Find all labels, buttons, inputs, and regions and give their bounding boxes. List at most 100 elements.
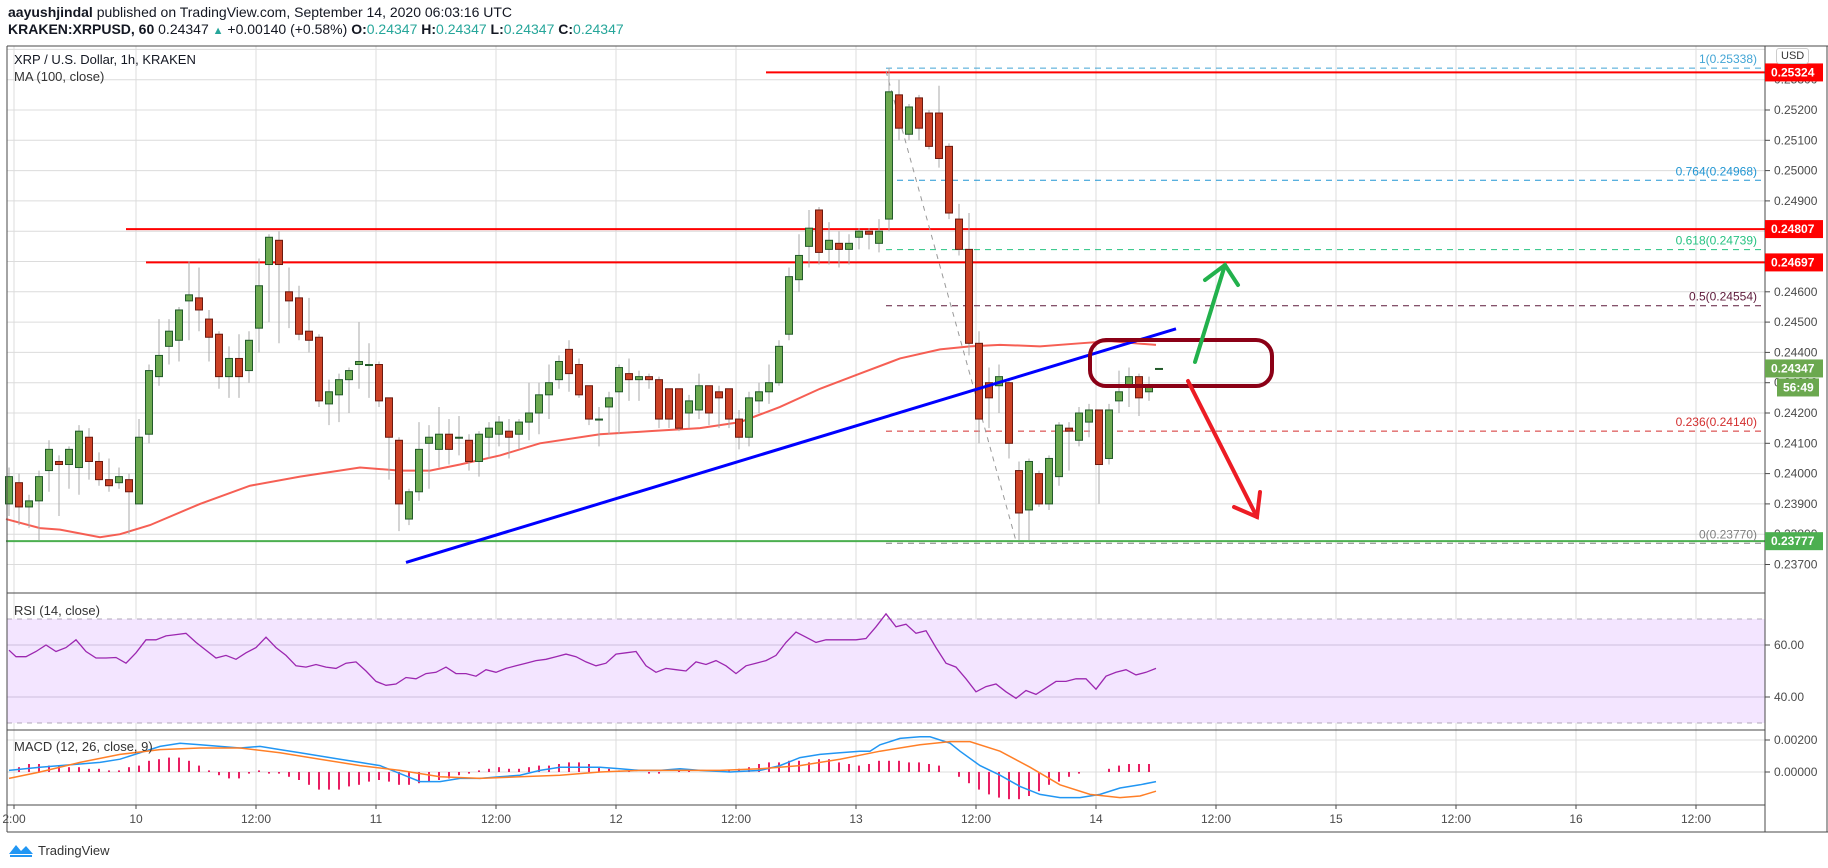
candle-body: [275, 239, 283, 266]
candle-body: [555, 360, 563, 381]
candle-body: [965, 248, 973, 344]
fib-level-label: 0(0.23770): [1699, 527, 1757, 541]
pane-borders: [6, 45, 1828, 833]
candle-body: [235, 357, 243, 378]
price-label-bg[interactable]: [1765, 532, 1823, 551]
rsi-legend[interactable]: RSI (14, close): [14, 603, 100, 618]
candle-body: [35, 476, 43, 502]
candle-body: [865, 230, 873, 235]
candle-body: [525, 412, 533, 423]
candle-body: [435, 433, 443, 450]
fib-trend-line[interactable]: [885, 70, 1017, 542]
candle-body: [305, 330, 313, 341]
candle-body: [55, 460, 63, 466]
fibonacci-retracement[interactable]: 1(0.25338) 0.764(0.24968) 0.618(0.24739) 0.…: [885, 52, 1765, 544]
candle-body: [1065, 427, 1073, 432]
candle-body: [365, 364, 373, 367]
candle-body: [515, 421, 523, 435]
candle-body: [875, 230, 883, 244]
candle-body: [785, 276, 793, 335]
red-arrow-head[interactable]: [1232, 490, 1262, 520]
green-arrow-head[interactable]: [1203, 262, 1240, 287]
time-tick-label: 16: [1569, 812, 1583, 826]
candle-body: [135, 436, 143, 505]
candle-body: [675, 388, 683, 429]
candle-body: [255, 285, 263, 329]
low-label: L:: [490, 21, 504, 37]
price-label-bg[interactable]: [1765, 359, 1823, 378]
candle-body: [95, 460, 103, 481]
price-label-bg[interactable]: [1765, 220, 1823, 239]
trendline[interactable]: [405, 327, 1177, 564]
candle-body: [1155, 367, 1163, 370]
close-value: 0.24347: [573, 21, 624, 37]
candle-body: [745, 397, 753, 438]
candle-body: [715, 391, 723, 399]
candle-body: [75, 430, 83, 469]
rsi-band: [7, 618, 1765, 724]
brand-name: TradingView: [38, 842, 110, 858]
candle-body: [405, 491, 413, 520]
candle-body: [465, 439, 473, 462]
price-tick-label: 0.25100: [1774, 133, 1818, 147]
candle-body: [705, 385, 713, 414]
time-tick-label: 12:00: [1201, 812, 1231, 826]
price-axis[interactable]: 0.253000.252000.251000.250000.249000.248…: [1765, 63, 1823, 779]
candle-body: [835, 242, 843, 250]
price-label-bg[interactable]: [1765, 63, 1823, 82]
candle-body: [475, 433, 483, 462]
macd-legend[interactable]: MACD (12, 26, close, 9): [14, 739, 153, 754]
time-tick-label: 12:00: [721, 812, 751, 826]
candle-body: [855, 230, 863, 238]
candle-body: [1095, 409, 1103, 466]
highlight-box[interactable]: [1088, 338, 1274, 388]
candle-body: [5, 476, 13, 505]
candle-body: [895, 94, 903, 129]
candle-body: [955, 218, 963, 250]
annotations[interactable]: [1088, 262, 1274, 520]
rsi-tick-label: 40.00: [1774, 690, 1804, 704]
red-arrow-down[interactable]: [1186, 379, 1259, 519]
blue-trendline[interactable]: [405, 327, 1177, 564]
candle-body: [695, 385, 703, 411]
candle-body: [635, 376, 643, 381]
signal-path: [8, 740, 1157, 799]
candle-body: [395, 439, 403, 505]
ma-legend[interactable]: MA (100, close): [14, 69, 105, 84]
candle-body: [195, 297, 203, 311]
publish-text: published on TradingView.com, September …: [92, 4, 513, 20]
candle-body: [65, 448, 73, 466]
candle-body: [1055, 424, 1063, 478]
ma100-line: [5, 340, 1157, 539]
author-name[interactable]: aayushjindal: [8, 4, 93, 20]
time-tick-label: 12:00: [1681, 812, 1711, 826]
open-value: 0.24347: [366, 21, 418, 37]
green-arrow-up[interactable]: [1193, 263, 1227, 364]
candle-body: [115, 476, 123, 484]
price-tick-label: 0.24200: [1774, 406, 1818, 420]
candle-body: [495, 421, 503, 435]
candle-body: [825, 239, 833, 250]
candlesticks: [5, 67, 1163, 541]
candle-body: [665, 388, 673, 420]
candle-body: [1015, 470, 1023, 514]
candle-body: [245, 339, 253, 372]
price-label-bg[interactable]: [1765, 253, 1823, 272]
candle-body: [505, 430, 513, 438]
publish-info: aayushjindal published on TradingView.co…: [8, 4, 512, 20]
tradingview-footer[interactable]: TradingView: [8, 842, 110, 858]
price-label: 0.23777: [1771, 534, 1815, 548]
fib-level-label: 0.5(0.24554): [1689, 290, 1757, 304]
candle-body: [1035, 473, 1043, 505]
candle-body: [1115, 391, 1123, 402]
horizontal-levels[interactable]: [6, 71, 1765, 543]
macd-tick-label: 0.00200: [1774, 733, 1818, 747]
candle-body: [455, 436, 463, 439]
candle-body: [795, 254, 803, 281]
currency-badge[interactable]: USD: [1776, 48, 1810, 64]
price-change: +0.00140 (+0.58%): [227, 21, 348, 37]
fib-level-label: 0.618(0.24739): [1676, 234, 1757, 248]
candle-body: [915, 97, 923, 129]
time-axis[interactable]: 2:00 10 12:00 11 12:00 12 12:00 13 12:00 14 12:00 1…: [2, 805, 1711, 826]
